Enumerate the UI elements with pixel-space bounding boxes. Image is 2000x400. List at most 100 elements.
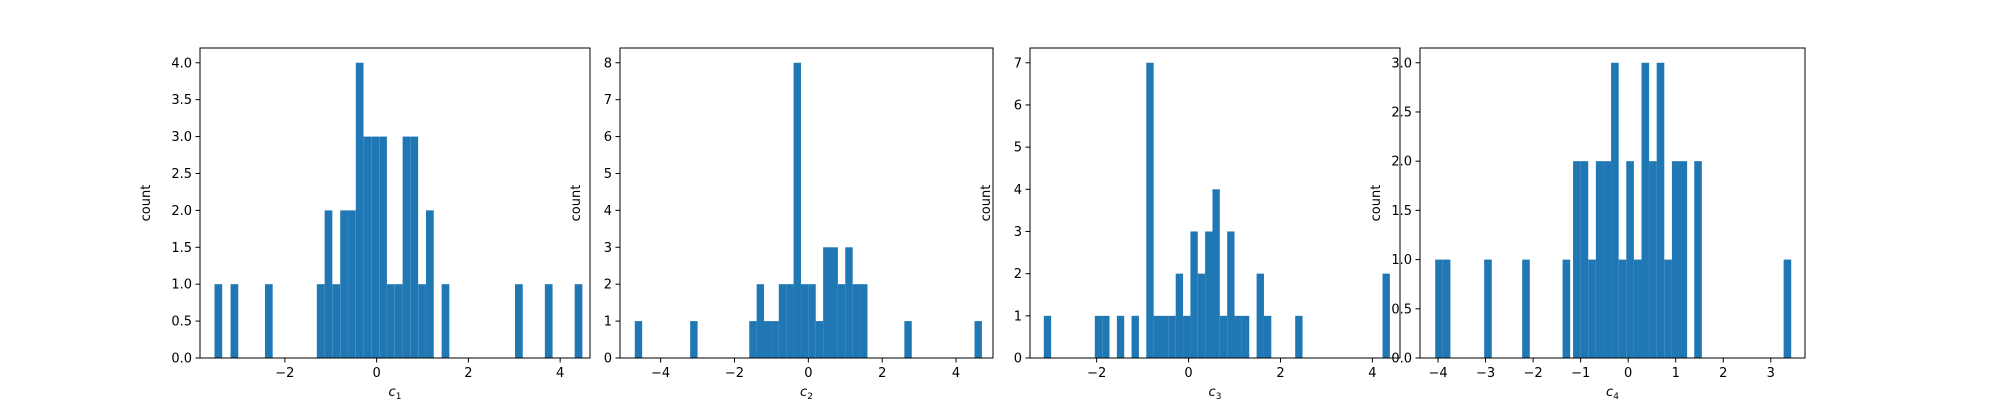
y-tick-label: 2.0 — [1391, 155, 1412, 170]
histogram-bar — [1168, 315, 1176, 358]
x-tick-label: −3 — [1476, 366, 1495, 381]
y-tick-label: 6 — [604, 130, 612, 145]
x-tick-label: −4 — [651, 366, 670, 381]
y-tick-label: 4 — [1014, 183, 1022, 198]
histogram-bar — [860, 284, 868, 358]
x-tick-label: −2 — [275, 366, 294, 381]
y-tick-label: 6 — [1014, 98, 1022, 113]
histogram-bar — [974, 321, 982, 358]
histogram-bar — [1190, 231, 1198, 358]
x-tick-label: −4 — [1428, 366, 1447, 381]
histogram-bar — [1611, 62, 1619, 358]
histogram-bar — [363, 136, 372, 358]
y-tick-label: 1.5 — [1391, 204, 1412, 219]
histogram-bar — [1664, 259, 1672, 358]
histogram-bar — [355, 62, 364, 358]
histogram-bar — [371, 136, 380, 358]
histogram-bar — [778, 284, 787, 358]
histogram-bar — [1212, 189, 1220, 358]
y-axis-label: count — [139, 185, 154, 222]
histogram-bar — [1588, 259, 1596, 358]
x-tick-label: 2 — [1276, 366, 1284, 381]
histogram-bar — [230, 284, 239, 358]
histogram-bar — [1694, 161, 1702, 358]
y-tick-label: 1.0 — [171, 278, 192, 293]
x-axis-label: c1 — [389, 385, 402, 400]
x-tick-label: 2 — [878, 366, 886, 381]
x-tick-label: 4 — [556, 366, 564, 381]
histogram-bar — [1094, 315, 1103, 358]
histogram-bars — [1435, 62, 1792, 358]
histogram-bar — [574, 284, 583, 358]
histogram-bar — [1783, 259, 1792, 358]
x-tick-label: 4 — [1368, 366, 1376, 381]
histogram-bar — [1656, 62, 1665, 358]
y-axis-label: count — [979, 185, 994, 222]
histogram-bar — [1153, 315, 1161, 358]
y-tick-label: 2 — [1014, 267, 1022, 282]
histogram-bar — [800, 284, 809, 358]
histogram-bars — [214, 62, 583, 358]
y-tick-label: 1 — [1014, 309, 1022, 324]
histogram-bar — [1603, 161, 1612, 358]
histogram-bar — [786, 284, 794, 358]
histogram-bar — [830, 247, 838, 358]
histogram-bar — [515, 284, 523, 358]
x-axis-label-symbol: c — [1209, 385, 1216, 400]
histogram-bar — [756, 284, 765, 358]
x-axis-label: c3 — [1209, 385, 1222, 400]
x-tick-label: 0 — [373, 366, 381, 381]
histogram-bar — [1175, 273, 1184, 358]
x-axis-label-subscript: 3 — [1216, 392, 1222, 400]
histogram-bar — [1219, 315, 1228, 358]
histogram-bar — [1241, 315, 1250, 358]
y-tick-label: 0 — [604, 352, 612, 367]
histogram-bar — [426, 210, 434, 358]
histogram-bar — [1146, 62, 1154, 358]
x-axis-label-symbol: c — [389, 385, 396, 400]
axes-frame — [1029, 47, 1401, 359]
histogram-bar — [1102, 315, 1110, 358]
y-tick-label: 4.0 — [171, 56, 192, 71]
histogram-bar — [1263, 315, 1272, 358]
histogram-bar — [379, 136, 387, 358]
y-axis-label: count — [1369, 185, 1384, 222]
histogram-bar — [837, 284, 846, 358]
y-tick-label: 8 — [604, 56, 612, 71]
histogram-bar — [394, 284, 403, 358]
axes-frame — [199, 47, 591, 359]
y-tick-label: 3.5 — [171, 93, 192, 108]
y-tick-label: 0.0 — [171, 352, 192, 367]
y-tick-label: 3.0 — [1391, 56, 1412, 71]
histogram-bar — [1116, 315, 1125, 358]
x-axis-label-subscript: 1 — [396, 392, 402, 400]
histogram-bar — [332, 284, 341, 358]
histogram-bar — [1649, 161, 1657, 358]
y-tick-label: 2.5 — [1391, 105, 1412, 120]
histogram-bar — [771, 321, 779, 358]
histogram-bar — [1435, 259, 1443, 358]
x-tick-label: 0 — [1184, 366, 1192, 381]
histogram-bar — [1160, 315, 1169, 358]
axes-frame — [619, 47, 994, 359]
histogram-bar — [1295, 315, 1303, 358]
x-tick-label: 2 — [464, 366, 472, 381]
histogram-bar — [1641, 62, 1650, 358]
y-tick-label: 0 — [1014, 352, 1022, 367]
histogram-bar — [904, 321, 912, 358]
histogram-bar — [418, 284, 426, 358]
histogram-bar — [1626, 161, 1634, 358]
x-tick-label: 0 — [1624, 366, 1632, 381]
chart-panel-1: −2 0 2 4 0.0 0.5 1.0 1.5 2.0 2.5 3.0 3.5 4.0 c1 count — [139, 47, 591, 400]
histogram-bar — [316, 284, 325, 358]
histogram-bar — [1484, 259, 1492, 358]
histogram-bar — [749, 321, 757, 358]
y-tick-label: 4 — [604, 204, 612, 219]
histogram-bar — [340, 210, 348, 358]
histogram-bar — [214, 284, 223, 358]
y-tick-label: 1.5 — [171, 241, 192, 256]
histogram-bar — [634, 321, 643, 358]
histogram-bar — [1562, 259, 1571, 358]
histogram-bar — [1522, 259, 1530, 358]
histogram-bars — [1043, 62, 1390, 358]
